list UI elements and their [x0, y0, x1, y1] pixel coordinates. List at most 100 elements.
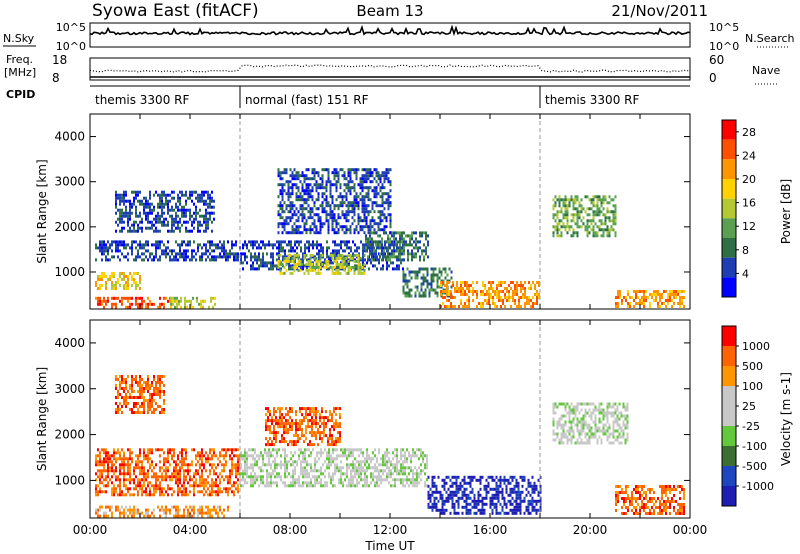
nsky-tick-bottom-right: 10^0	[709, 40, 739, 53]
nsky-panel	[89, 22, 691, 48]
echo-region	[95, 448, 241, 497]
colorbar-cell	[722, 198, 736, 219]
colorbar-cell	[722, 466, 736, 486]
echo-region	[240, 448, 428, 488]
nsky-tick-top-left: 10^5	[56, 21, 86, 34]
beam-title: Beam 13	[356, 2, 423, 20]
colorbar-cell	[722, 426, 736, 446]
nsky-trace	[89, 24, 691, 37]
nsky-tick-top-right: 10^5	[709, 21, 739, 34]
y-axis-label: Slant Range [km]	[35, 159, 49, 263]
cpid-segment-label: themis 3300 RF	[545, 93, 639, 107]
echo-region	[440, 281, 540, 308]
x-axis-title: Time UT	[364, 539, 415, 553]
y-tick-label: 4000	[54, 336, 85, 350]
colorbar-tick-label: 20	[742, 173, 756, 186]
colorbar-cell	[722, 277, 736, 297]
colorbar-tick-label: 25	[742, 400, 756, 413]
colorbar-tick-label: -500	[742, 460, 767, 473]
colorbar-cell	[722, 346, 736, 366]
echo-region	[115, 375, 165, 414]
colorbar-label: Velocity [m s-1]	[779, 372, 793, 466]
echo-region	[615, 290, 685, 308]
colorbar-tick-label: -25	[742, 420, 760, 433]
echo-region	[170, 296, 216, 309]
y-tick-label: 1000	[54, 265, 85, 279]
freq-tick-top: 18	[52, 53, 67, 67]
nsky-tick-bottom-left: 10^0	[56, 40, 86, 53]
y-tick-label: 3000	[54, 175, 85, 189]
freq-tick-bottom: 8	[52, 71, 60, 85]
colorbar-cell	[722, 159, 736, 179]
echo-region	[95, 296, 171, 309]
colorbar-label: Power [dB]	[779, 179, 793, 244]
colorbar-cell	[722, 446, 736, 466]
colorbar-cell	[722, 366, 736, 386]
freq-panel	[89, 57, 691, 81]
colorbar-cell	[722, 179, 736, 199]
y-axis-label: Slant Range [km]	[35, 367, 49, 471]
date-title: 21/Nov/2011	[611, 2, 708, 20]
freq-unit: [MHz]	[4, 66, 36, 79]
colorbar-frame	[721, 325, 737, 507]
colorbar-cell	[722, 218, 736, 238]
nave-trace	[89, 64, 691, 73]
colorbar-cell	[722, 139, 736, 160]
y-tick-label: 2000	[54, 428, 85, 442]
colorbar-tick-label: 100	[742, 380, 763, 393]
colorbar-tick-label: 24	[742, 149, 756, 162]
echo-region	[95, 272, 141, 290]
echo-region	[265, 407, 341, 447]
y-tick-label: 1000	[54, 473, 85, 487]
x-tick-label: 08:00	[273, 523, 308, 537]
colorbar-tick-label: -100	[742, 440, 767, 453]
nave-tick-top: 60	[709, 53, 724, 67]
x-tick-label: 00:00	[673, 523, 708, 537]
y-tick-label: 2000	[54, 220, 85, 234]
echo-region	[615, 485, 685, 515]
velocity-panel: 1000 2000 3000 4000 Slant Range [km] 00:00 04:…	[35, 319, 793, 537]
colorbar-cell	[722, 257, 736, 278]
echo-region	[427, 475, 542, 515]
echo-region	[552, 195, 617, 238]
x-tick-label: 16:00	[473, 523, 508, 537]
colorbar-cell	[722, 326, 736, 346]
station-title: Syowa East (fitACF)	[92, 1, 259, 21]
x-tick-label: 04:00	[173, 523, 208, 537]
colorbar-tick-label: 8	[742, 244, 749, 257]
echo-region	[95, 240, 241, 262]
cpid-segment-label: themis 3300 RF	[95, 93, 189, 107]
x-tick-label: 00:00	[73, 523, 108, 537]
freq-label: Freq.	[6, 53, 33, 66]
echo-region	[115, 190, 215, 233]
x-tick-label: 20:00	[573, 523, 608, 537]
colorbar-frame	[721, 119, 737, 298]
nsky-label: N.Sky	[3, 32, 35, 45]
power-panel: 1000 2000 3000 4000 Slant Range [km] 4 8 12 16 20…	[35, 113, 793, 310]
colorbar-cell	[722, 406, 736, 426]
colorbar-tick-label: 12	[742, 220, 756, 233]
colorbar-cell	[722, 486, 736, 506]
y-tick-label: 3000	[54, 382, 85, 396]
colorbar-cell	[722, 238, 736, 258]
echo-region	[95, 505, 229, 518]
colorbar-tick-label: -1000	[742, 480, 774, 493]
nsearch-label: N.Search	[745, 32, 795, 45]
cpid-segments: themis 3300 RF normal (fast) 151 RF themis…	[95, 86, 639, 108]
x-tick-label: 12:00	[373, 523, 408, 537]
echo-region	[277, 253, 366, 275]
colorbar-tick-label: 1000	[742, 340, 770, 353]
colorbar-tick-label: 500	[742, 360, 763, 373]
colorbar-tick-label: 28	[742, 126, 756, 139]
colorbar-cell	[722, 386, 736, 406]
colorbar-cell	[722, 120, 736, 140]
nave-label: Nave	[752, 64, 780, 77]
colorbar-tick-label: 16	[742, 197, 756, 210]
cpid-segment-label: normal (fast) 151 RF	[245, 93, 369, 107]
cpid-label: CPID	[6, 88, 35, 101]
colorbar-tick-label: 4	[742, 267, 749, 280]
echo-region	[552, 402, 629, 445]
echo-region	[277, 168, 392, 235]
y-tick-label: 4000	[54, 130, 85, 144]
